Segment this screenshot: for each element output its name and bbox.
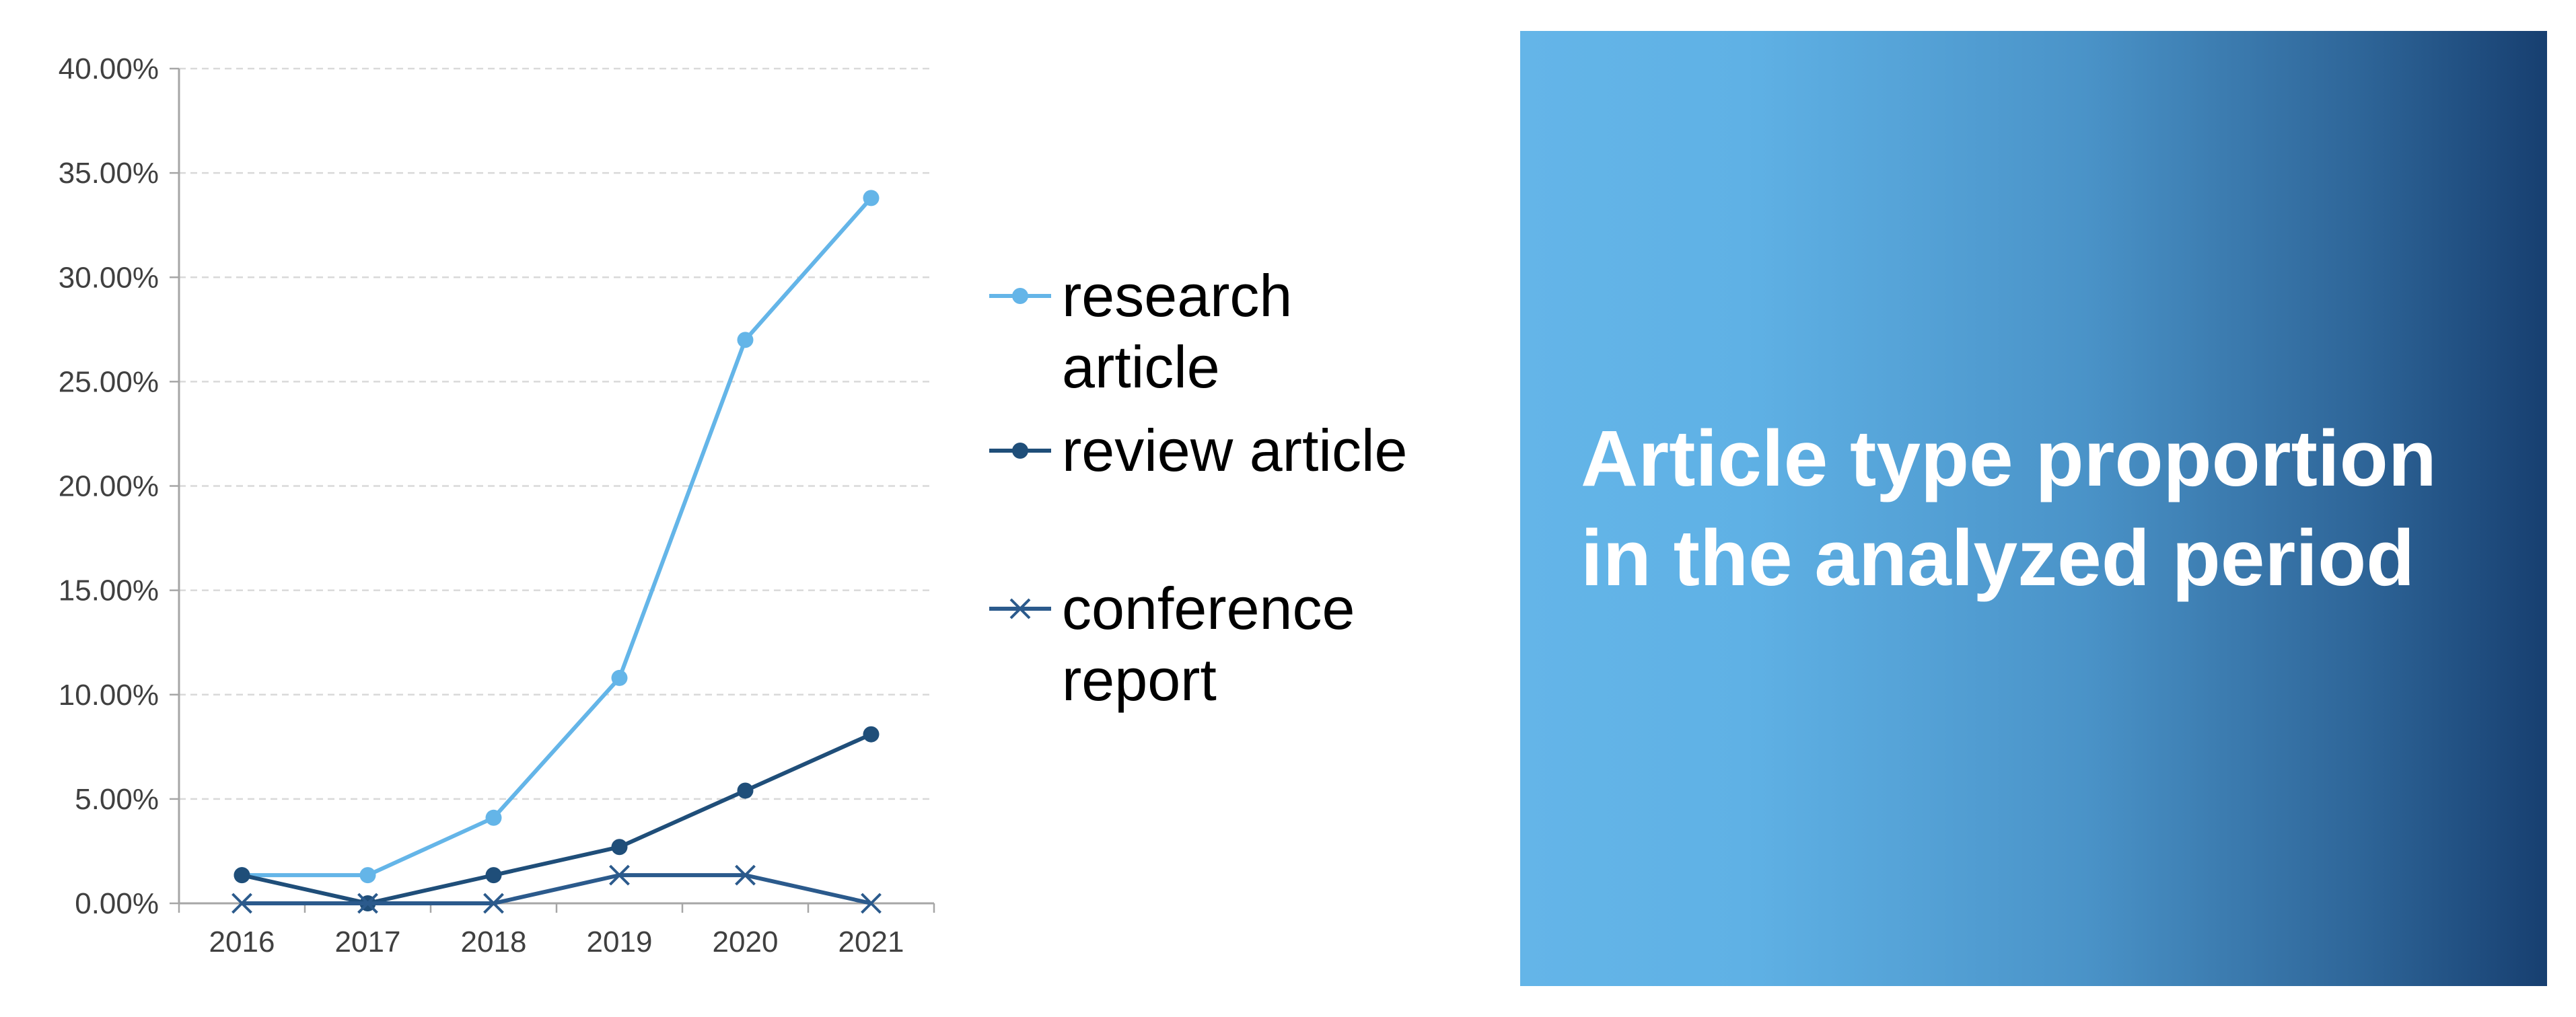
legend: research article review article conference r…: [989, 262, 1407, 713]
data-point-conference-report: [483, 893, 504, 914]
y-tick-labels: 0.00% 5.00% 10.00% 15.00% 20.00% 25.00% 30.00%…: [59, 52, 159, 920]
data-point-conference-report: [735, 864, 756, 886]
legend-item-conference-report: conference report: [989, 575, 1355, 713]
data-point-review-article: [485, 867, 502, 884]
axes: [170, 67, 935, 913]
data-point-review-article: [611, 839, 628, 856]
series-line-review-article: [240, 732, 873, 905]
data-point-conference-report: [231, 893, 252, 914]
x-tick-labels: 2016 2017 2018 2019 2020 2021: [209, 926, 904, 958]
y-tick-label: 40.00%: [59, 52, 159, 85]
series-lines: [231, 190, 882, 914]
legend-item-review-article: review article: [989, 417, 1407, 484]
y-tick-label: 5.00%: [75, 783, 159, 816]
legend-label: conference report: [1062, 575, 1355, 713]
legend-swatch-marker: [1012, 288, 1028, 304]
legend-item-research-article: research article: [989, 262, 1292, 400]
y-tick-label: 25.00%: [59, 365, 159, 398]
series-line-research-article: [240, 196, 873, 878]
x-tick-label: 2019: [587, 926, 653, 958]
legend-swatch-marker: [1012, 443, 1028, 459]
data-point-review-article: [863, 726, 880, 743]
x-tick-label: 2017: [335, 926, 401, 958]
data-point-conference-report: [861, 893, 882, 914]
x-tick-label: 2018: [461, 926, 527, 958]
data-point-research-article: [485, 809, 502, 826]
y-tick-label: 35.00%: [59, 157, 159, 190]
title-panel: Article type proportion in the analyzed …: [1520, 31, 2547, 986]
y-tick-label: 0.00%: [75, 887, 159, 920]
legend-label: review article: [1062, 417, 1407, 484]
y-tick-label: 30.00%: [59, 261, 159, 294]
data-point-conference-report: [357, 893, 378, 914]
data-point-research-article: [611, 669, 628, 686]
legend-swatch-marker: [1009, 598, 1031, 619]
series-line-conference-report: [240, 873, 873, 905]
legend-label: research article: [1062, 262, 1292, 400]
data-point-conference-report: [609, 864, 630, 886]
y-tick-label: 10.00%: [59, 679, 159, 712]
line-chart: 0.00% 5.00% 10.00% 15.00% 20.00% 25.00% 30.00%…: [59, 52, 1408, 958]
x-tick-label: 2021: [838, 926, 904, 958]
chart-title: Article type proportion in the analyzed …: [1581, 414, 2437, 603]
gridlines: [179, 67, 934, 800]
data-point-research-article: [863, 190, 880, 206]
x-tick-label: 2016: [209, 926, 275, 958]
y-tick-label: 15.00%: [59, 574, 159, 607]
chart-canvas: 0.00% 5.00% 10.00% 15.00% 20.00% 25.00% 30.00%…: [59, 52, 1408, 958]
data-point-research-article: [359, 867, 376, 884]
data-point-review-article: [234, 867, 250, 884]
y-tick-label: 20.00%: [59, 470, 159, 503]
data-point-review-article: [737, 782, 754, 799]
x-tick-label: 2020: [713, 926, 779, 958]
data-point-research-article: [737, 332, 754, 348]
